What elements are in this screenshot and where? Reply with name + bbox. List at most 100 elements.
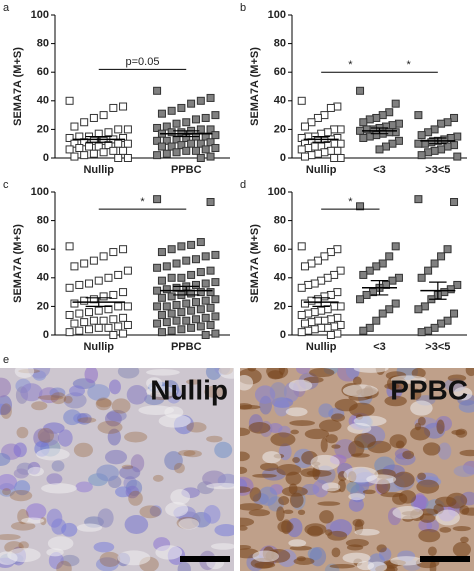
x-tick-label: PPBC: [171, 341, 202, 353]
stain: [418, 528, 441, 543]
data-point: [65, 145, 74, 154]
stain: [204, 385, 225, 398]
stain: [240, 486, 251, 493]
data-point: [177, 273, 186, 282]
stroma: [453, 387, 473, 401]
nucleus: [125, 485, 140, 499]
stroma: [392, 505, 424, 520]
data-point: [104, 323, 113, 332]
data-point: [89, 149, 98, 158]
data-point: [167, 106, 176, 115]
stain: [331, 444, 341, 449]
data-point: [167, 142, 176, 151]
data-point: [326, 103, 335, 112]
stain: [297, 509, 306, 515]
y-axis-label: SEMA7A (M+S): [12, 47, 24, 126]
stain: [417, 472, 426, 481]
stain: [417, 416, 426, 426]
data-point: [206, 198, 215, 207]
data-point: [196, 238, 205, 247]
data-point: [104, 128, 113, 137]
data-point: [201, 113, 210, 122]
stroma: [390, 556, 423, 566]
stain: [392, 471, 415, 488]
data-point: [191, 280, 200, 289]
data-point: [153, 319, 162, 328]
data-point: [177, 325, 186, 334]
data-point: [177, 242, 186, 251]
nucleus: [177, 561, 191, 571]
data-point: [85, 325, 94, 334]
stain: [325, 434, 338, 444]
data-point: [80, 259, 89, 268]
data-point: [187, 323, 196, 332]
y-tick-label: 80: [274, 38, 286, 50]
data-point: [323, 323, 332, 332]
data-point: [70, 262, 79, 271]
data-point: [362, 125, 371, 134]
data-point: [114, 270, 123, 279]
stain: [304, 523, 327, 536]
data-point: [372, 131, 381, 140]
stain: [318, 419, 342, 432]
data-point: [167, 309, 176, 318]
stroma: [262, 451, 282, 464]
data-point: [172, 300, 181, 309]
stain: [283, 509, 294, 515]
y-axis-label: SEMA7A (M+S): [249, 224, 261, 303]
stain: [427, 546, 437, 557]
data-point: [443, 118, 452, 127]
data-point: [89, 316, 98, 325]
stroma: [348, 493, 365, 501]
data-point: [109, 331, 118, 339]
data-point: [211, 143, 220, 152]
data-point: [378, 309, 387, 318]
stain: [304, 428, 330, 440]
stain: [124, 431, 148, 443]
data-point: [65, 328, 74, 337]
y-tick-label: 40: [37, 95, 49, 107]
data-point: [313, 113, 322, 122]
data-point: [201, 313, 210, 322]
data-point: [65, 133, 74, 142]
stroma: [367, 561, 388, 571]
nucleus: [48, 551, 64, 570]
data-point: [372, 113, 381, 122]
stain: [174, 462, 185, 474]
nucleus: [214, 523, 234, 537]
stain: [459, 449, 474, 457]
data-point: [359, 326, 368, 335]
data-point: [70, 319, 79, 328]
y-tick-label: 60: [37, 66, 49, 78]
data-point: [372, 316, 381, 325]
stain: [121, 464, 134, 470]
annotation: *: [348, 196, 353, 208]
nucleus: [203, 504, 221, 524]
stroma: [41, 483, 77, 494]
data-point: [394, 119, 403, 128]
data-point: [70, 152, 79, 161]
data-point: [99, 316, 108, 325]
nucleus: [119, 465, 141, 480]
stain: [254, 561, 276, 569]
data-point: [417, 328, 426, 337]
data-point: [323, 273, 332, 282]
nucleus: [75, 481, 93, 493]
data-point: [446, 285, 455, 294]
data-point: [414, 305, 423, 314]
data-point: [336, 154, 345, 162]
data-point: [326, 315, 335, 324]
data-point: [385, 252, 394, 261]
data-point: [437, 252, 446, 261]
nucleus: [61, 522, 78, 537]
data-point: [414, 139, 423, 148]
data-point: [437, 145, 446, 154]
data-point: [417, 273, 426, 282]
data-point: [333, 288, 342, 297]
stain: [240, 503, 263, 511]
data-point: [119, 133, 128, 142]
data-point: [359, 270, 368, 279]
data-point: [162, 136, 171, 145]
data-point: [123, 320, 132, 329]
data-point: [450, 113, 459, 122]
